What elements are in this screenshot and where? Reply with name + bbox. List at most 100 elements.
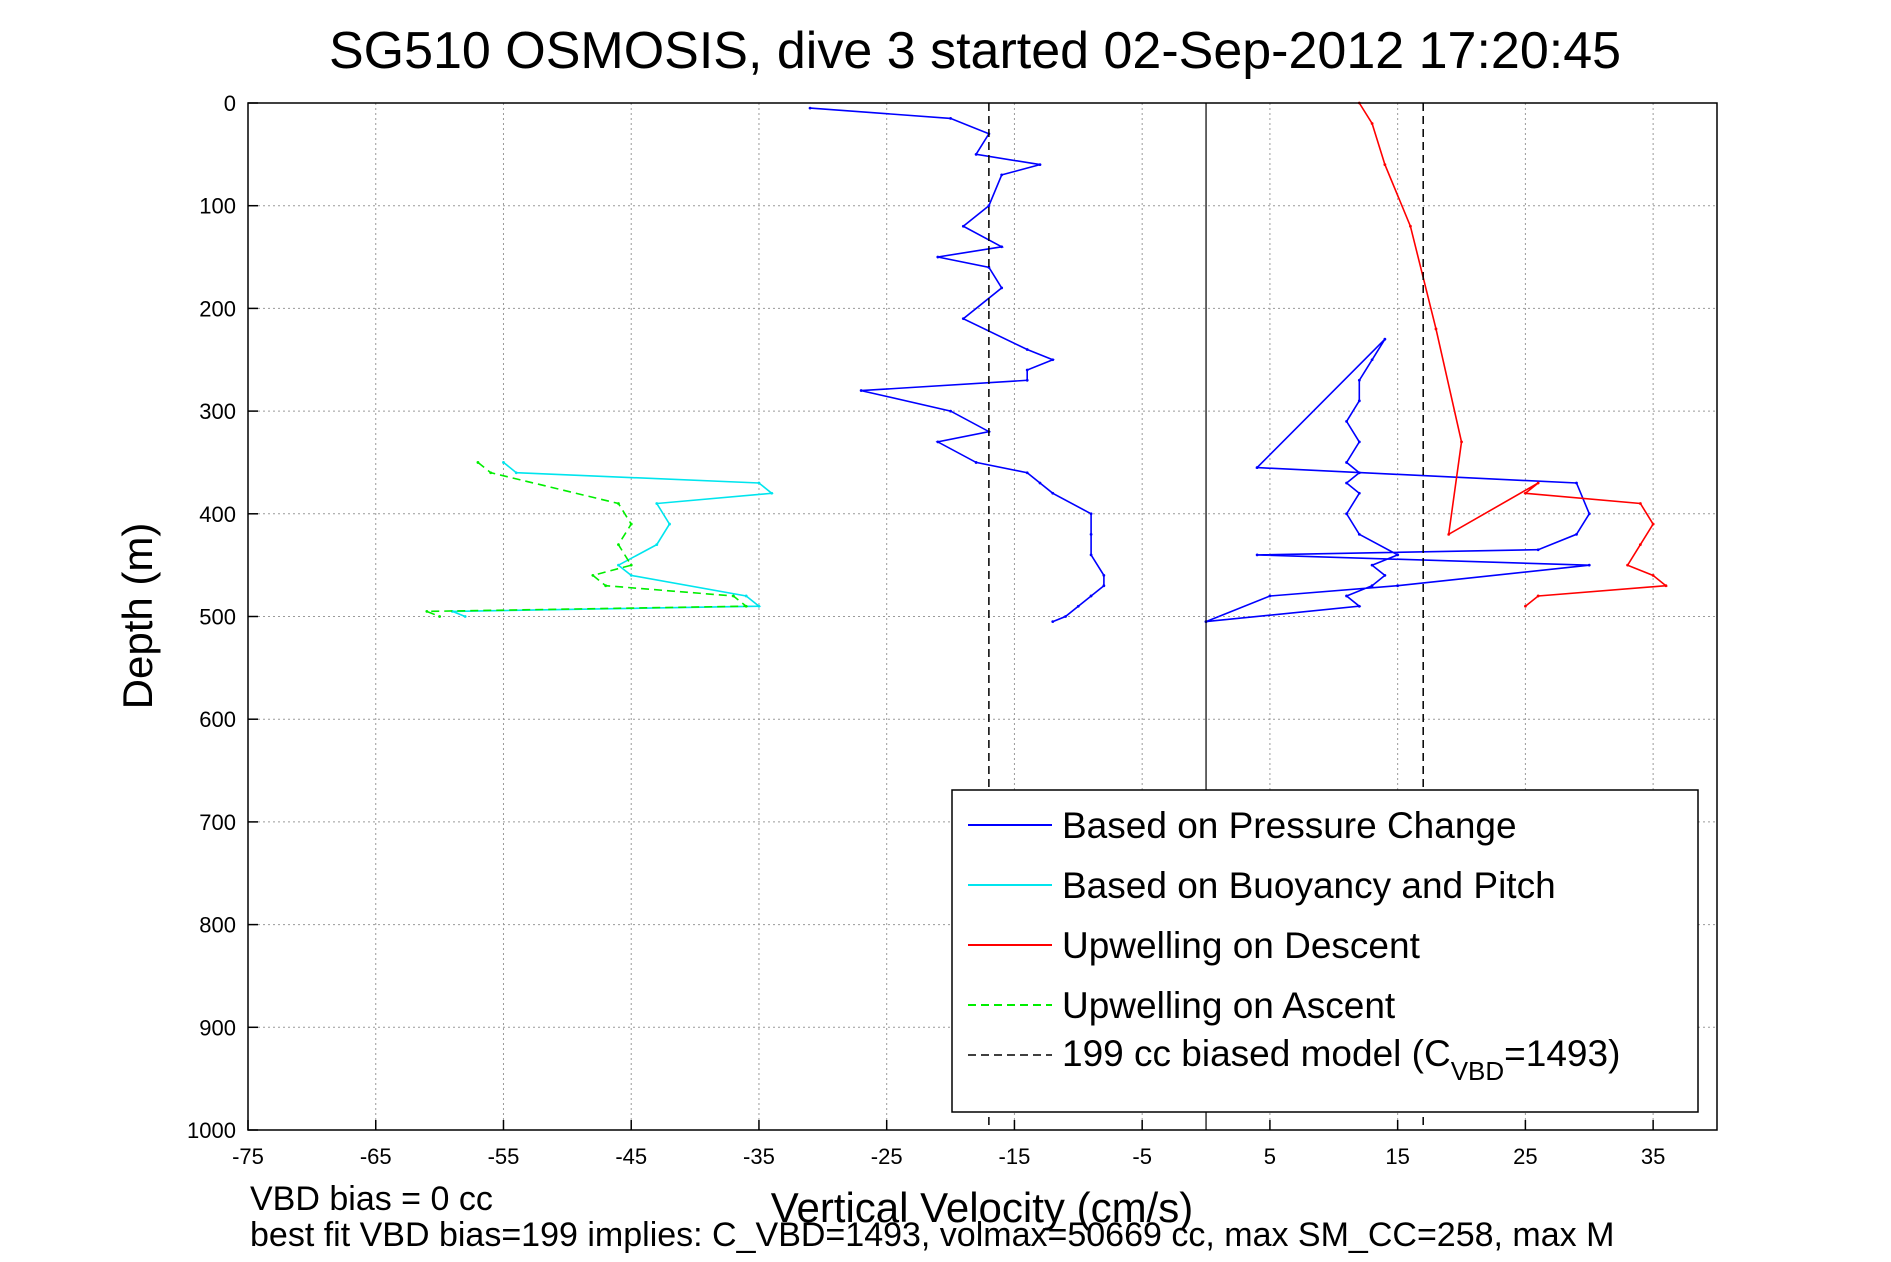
series-point <box>744 604 748 608</box>
series-point <box>1255 466 1259 469</box>
series-point <box>1523 491 1527 495</box>
series-point <box>1268 594 1272 598</box>
series-point <box>1447 532 1451 536</box>
series-point <box>629 563 633 567</box>
series-point <box>1051 620 1055 624</box>
series-point <box>1102 584 1106 588</box>
series-point <box>438 615 442 618</box>
series-point <box>1651 522 1655 526</box>
series-point <box>1089 512 1093 516</box>
y-tick-label: 600 <box>199 707 236 732</box>
series-point <box>1638 502 1642 505</box>
series-point <box>463 615 467 618</box>
series-point <box>1638 543 1642 547</box>
y-axis-label: Depth (m) <box>114 523 161 710</box>
series-point <box>1000 173 1004 177</box>
y-tick-label: 300 <box>199 399 236 424</box>
series-point <box>961 224 965 228</box>
series-point <box>1357 471 1361 475</box>
x-tick-label: -45 <box>615 1144 647 1169</box>
series-line <box>426 461 749 618</box>
series-point <box>502 461 505 464</box>
series-point <box>1255 553 1259 557</box>
x-tick-label: 35 <box>1641 1144 1665 1169</box>
series-point <box>1651 574 1655 577</box>
x-axis-label: Vertical Velocity (cm/s) <box>771 1184 1193 1231</box>
series-point <box>1025 368 1029 372</box>
series-point <box>668 522 671 526</box>
y-tick-label: 200 <box>199 296 236 321</box>
series-point <box>1089 532 1093 536</box>
series-point <box>987 204 991 208</box>
series-point <box>1357 440 1361 444</box>
series-point <box>1370 358 1374 362</box>
series-point <box>1370 563 1374 567</box>
series-point <box>1025 471 1029 475</box>
series-point <box>1626 563 1629 567</box>
chart-title: SG510 OSMOSIS, dive 3 started 02-Sep-201… <box>329 22 1621 80</box>
series-point <box>1460 440 1463 444</box>
series-point <box>1345 481 1348 485</box>
series-point <box>961 317 965 321</box>
y-tick-label: 100 <box>199 194 236 219</box>
series-point <box>1383 163 1387 167</box>
series-point <box>1064 615 1067 618</box>
x-tick-label: -5 <box>1132 1144 1152 1169</box>
series-point <box>1345 419 1348 423</box>
series-point <box>1089 594 1093 598</box>
legend: Based on Pressure Change Based on Buoyan… <box>951 789 1699 1113</box>
x-tick-label: -65 <box>360 1144 392 1169</box>
y-tick-label: 1000 <box>187 1118 236 1143</box>
series-line <box>1358 102 1668 607</box>
series-point <box>1587 512 1591 516</box>
series-point <box>1357 604 1361 608</box>
series-point <box>744 594 748 598</box>
series-point <box>1345 594 1348 598</box>
footnote-vbd-bias: VBD bias = 0 cc <box>250 1180 493 1218</box>
series-point <box>1383 574 1387 577</box>
y-tick-label: 900 <box>199 1015 236 1040</box>
series-point <box>514 471 518 475</box>
legend-model-prefix: 199 cc biased model (C <box>1062 1033 1451 1074</box>
series-point <box>1025 378 1029 382</box>
series-point <box>974 461 978 464</box>
series-point <box>770 491 774 495</box>
y-tick-label: 500 <box>199 605 236 630</box>
series-point <box>1409 224 1412 228</box>
x-ticks: -75 -65 -55 -45 -35 -25 -15 -5 5 15 25 35 <box>232 1120 1665 1169</box>
series-point <box>1357 491 1361 495</box>
series-point <box>936 255 940 259</box>
series-point <box>1051 358 1055 362</box>
series-point <box>617 563 620 567</box>
series-point <box>489 471 493 475</box>
legend-label-pressure: Based on Pressure Change <box>1062 805 1517 846</box>
series-point <box>1051 491 1055 495</box>
x-tick-label: -35 <box>743 1144 775 1169</box>
series-point <box>1536 481 1540 485</box>
series-point <box>1536 548 1540 552</box>
series-point <box>1038 163 1042 167</box>
series-point <box>1396 584 1400 588</box>
legend-label-model: 199 cc biased model (CVBD=1493) <box>1062 1033 1620 1086</box>
y-ticks: 0 100 200 300 400 500 600 700 800 900 1000 <box>187 91 258 1143</box>
series-point <box>1370 584 1374 588</box>
series-point <box>604 584 608 588</box>
x-tick-label: -25 <box>871 1144 903 1169</box>
x-tick-label: -15 <box>999 1144 1031 1169</box>
legend-label-descent: Upwelling on Descent <box>1062 925 1421 966</box>
series-line <box>810 107 1105 623</box>
series-point <box>1523 604 1527 608</box>
series-point <box>1396 553 1400 557</box>
series-point <box>425 609 429 613</box>
y-tick-label: 700 <box>199 810 236 835</box>
series-point <box>629 574 633 577</box>
series-point <box>1664 584 1668 588</box>
series-point <box>1345 512 1348 516</box>
series-point <box>1038 481 1042 485</box>
x-tick-label: -75 <box>232 1144 264 1169</box>
series-point <box>591 574 595 577</box>
series-point <box>1000 286 1004 290</box>
series-point <box>1434 327 1438 331</box>
series-point <box>1370 122 1374 125</box>
series-point <box>732 594 735 598</box>
